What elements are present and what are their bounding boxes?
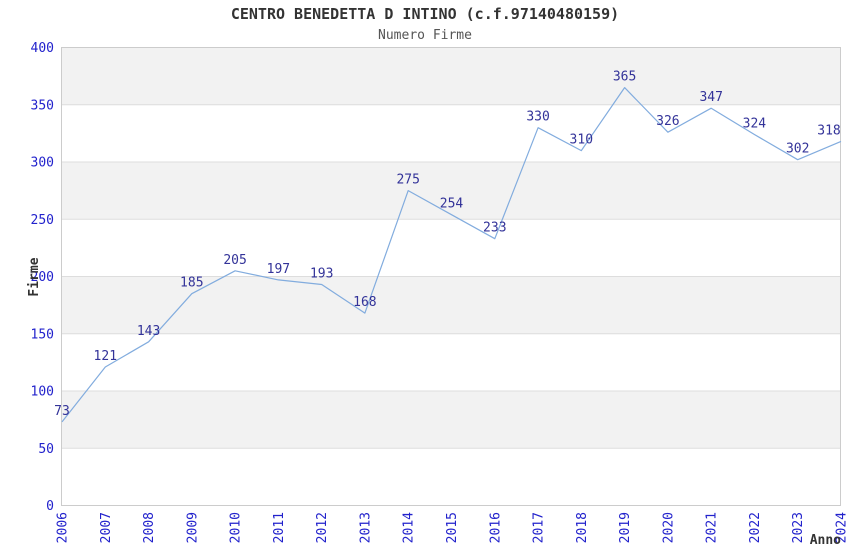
point-label: 318 <box>817 123 840 138</box>
point-label: 365 <box>613 70 636 85</box>
point-label: 326 <box>656 114 679 129</box>
x-axis-title: Anno <box>810 533 841 548</box>
point-labels: 73 121 143 185 205 197 193 168 275 254 233 330 310 36… <box>54 70 841 419</box>
x-tick-label: 2024 <box>835 512 850 543</box>
point-label: 347 <box>699 90 722 105</box>
x-tick-label: 2015 <box>445 512 460 543</box>
x-tick-label: 2012 <box>315 512 330 543</box>
point-label: 143 <box>137 324 160 339</box>
x-tick-label: 2006 <box>56 512 71 543</box>
plot-bands <box>62 47 841 449</box>
plot-band <box>62 391 841 449</box>
x-tick-label: 2022 <box>748 512 763 543</box>
y-tick-label: 100 <box>31 385 54 400</box>
point-label: 185 <box>180 276 203 291</box>
plot-area-border <box>61 47 841 506</box>
point-label: 205 <box>223 253 246 268</box>
point-label: 324 <box>743 117 767 132</box>
x-tick-label: 2007 <box>99 512 114 543</box>
y-tick-label: 250 <box>31 213 54 228</box>
point-label: 302 <box>786 142 809 157</box>
x-tick-label: 2019 <box>618 512 633 543</box>
x-tick-label: 2020 <box>661 512 676 543</box>
point-label: 275 <box>396 173 419 188</box>
series-line-group <box>61 86 842 423</box>
point-label: 233 <box>483 221 506 236</box>
series-polyline <box>61 86 842 423</box>
gridlines <box>62 104 841 449</box>
point-label: 121 <box>94 349 117 364</box>
x-tick-label: 2009 <box>185 512 200 543</box>
plot-band <box>62 276 841 334</box>
point-label: 197 <box>267 262 290 277</box>
x-tick-label: 2008 <box>142 512 157 543</box>
x-tick-label: 2017 <box>532 512 547 543</box>
x-tick-label: 2010 <box>229 512 244 543</box>
y-axis-title: Firme <box>27 257 42 296</box>
plot-band <box>62 162 841 220</box>
chart-subtitle: Numero Firme <box>378 28 472 43</box>
point-label: 310 <box>570 133 593 148</box>
point-label: 254 <box>440 197 464 212</box>
y-tick-label: 0 <box>46 499 54 514</box>
x-tick-label: 2011 <box>272 512 287 543</box>
y-tick-label: 200 <box>31 270 54 285</box>
x-tick-label: 2013 <box>358 512 373 543</box>
point-label: 330 <box>526 110 549 125</box>
y-tick-label: 150 <box>31 327 54 342</box>
y-axis-tick-labels: 0 50 100 150 200 250 300 350 400 <box>31 41 54 514</box>
point-label: 73 <box>54 404 70 419</box>
x-tick-label: 2016 <box>488 512 503 543</box>
x-tick-label: 2023 <box>791 512 806 543</box>
x-tick-label: 2014 <box>402 512 417 543</box>
x-axis-tick-labels: 2006 2007 2008 2009 2010 2011 2012 2013 2014 2015… <box>56 512 850 543</box>
plot-band <box>62 47 841 105</box>
y-tick-label: 350 <box>31 98 54 113</box>
y-tick-label: 300 <box>31 156 54 171</box>
point-label: 168 <box>353 295 376 310</box>
y-tick-label: 50 <box>38 442 54 457</box>
x-tick-label: 2021 <box>705 512 720 543</box>
point-label: 193 <box>310 267 333 282</box>
x-tick-label: 2018 <box>575 512 590 543</box>
y-tick-label: 400 <box>31 41 54 56</box>
chart-title: CENTRO BENEDETTA D INTINO (c.f.971404801… <box>231 5 619 23</box>
